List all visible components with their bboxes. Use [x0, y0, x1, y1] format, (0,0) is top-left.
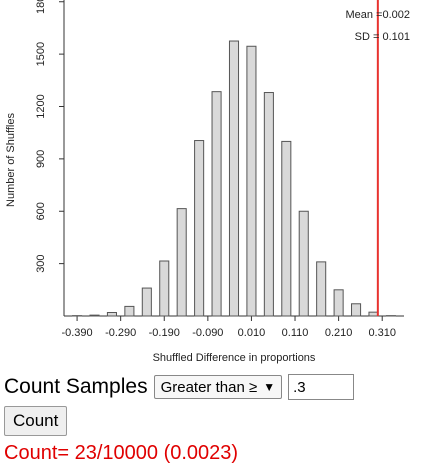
histogram-bar [333, 289, 344, 317]
mean-label: Mean =0.002 [345, 9, 410, 21]
x-tick-label: -0.090 [192, 327, 223, 339]
x-tick-label: -0.190 [149, 327, 180, 339]
histogram-bar [211, 91, 222, 317]
histogram-bar [141, 287, 152, 317]
histogram-bar [89, 314, 100, 317]
y-axis-label: Number of Shuffles [5, 113, 17, 207]
dropdown-arrow-icon: ▼ [263, 380, 276, 394]
histogram-bar [316, 261, 327, 317]
histogram-bar [106, 312, 117, 317]
histogram-bar [246, 45, 257, 317]
x-tick-label: 0.010 [238, 327, 266, 339]
count-samples-label: Count Samples [4, 375, 148, 398]
histogram-bar [298, 210, 309, 317]
histogram-bar [351, 303, 362, 317]
histogram-bar [176, 208, 187, 317]
count-samples-row: Count Samples Greater than ≥ ▼ [4, 372, 424, 402]
sd-label: SD = 0.101 [355, 31, 410, 43]
y-tick-label: 1800 [35, 0, 47, 14]
histogram-bar [263, 92, 274, 317]
histogram-chart: 300 600 900 1200 1500 1800 -0.390 -0.290 -0.190… [5, 0, 410, 364]
count-result-text: Count= 23/10000 (0.0023) [4, 442, 239, 464]
y-tick-label: 900 [35, 150, 47, 168]
histogram-bars [72, 40, 396, 317]
y-tick-label: 600 [35, 202, 47, 220]
x-tick-label: -0.290 [105, 327, 136, 339]
comparison-select-value: Greater than ≥ [160, 378, 258, 396]
y-tick-label: 1500 [35, 42, 47, 66]
count-controls: Count Samples Greater than ≥ ▼ Count Cou… [4, 372, 424, 465]
x-axis-label: Shuffled Difference in proportions [153, 352, 316, 364]
y-axis: 300 600 900 1200 1500 1800 [35, 0, 65, 316]
histogram-bar [368, 311, 379, 317]
histogram-bar [194, 140, 205, 317]
count-button[interactable]: Count [4, 406, 68, 436]
x-tick-label: 0.310 [368, 327, 396, 339]
comparison-select[interactable]: Greater than ≥ ▼ [153, 375, 283, 399]
histogram-bar [159, 260, 170, 317]
y-tick-label: 1200 [35, 94, 47, 118]
x-tick-label: 0.210 [325, 327, 353, 339]
histogram-bar [281, 140, 292, 317]
x-tick-label: -0.390 [61, 327, 92, 339]
y-tick-label: 300 [35, 254, 47, 272]
threshold-input[interactable] [288, 374, 355, 400]
x-tick-label: 0.110 [282, 327, 309, 339]
x-axis: -0.390 -0.290 -0.190 -0.090 0.010 0.110 0.210 0… [61, 315, 404, 339]
histogram-bar [124, 305, 135, 317]
histogram-bar [228, 40, 240, 317]
